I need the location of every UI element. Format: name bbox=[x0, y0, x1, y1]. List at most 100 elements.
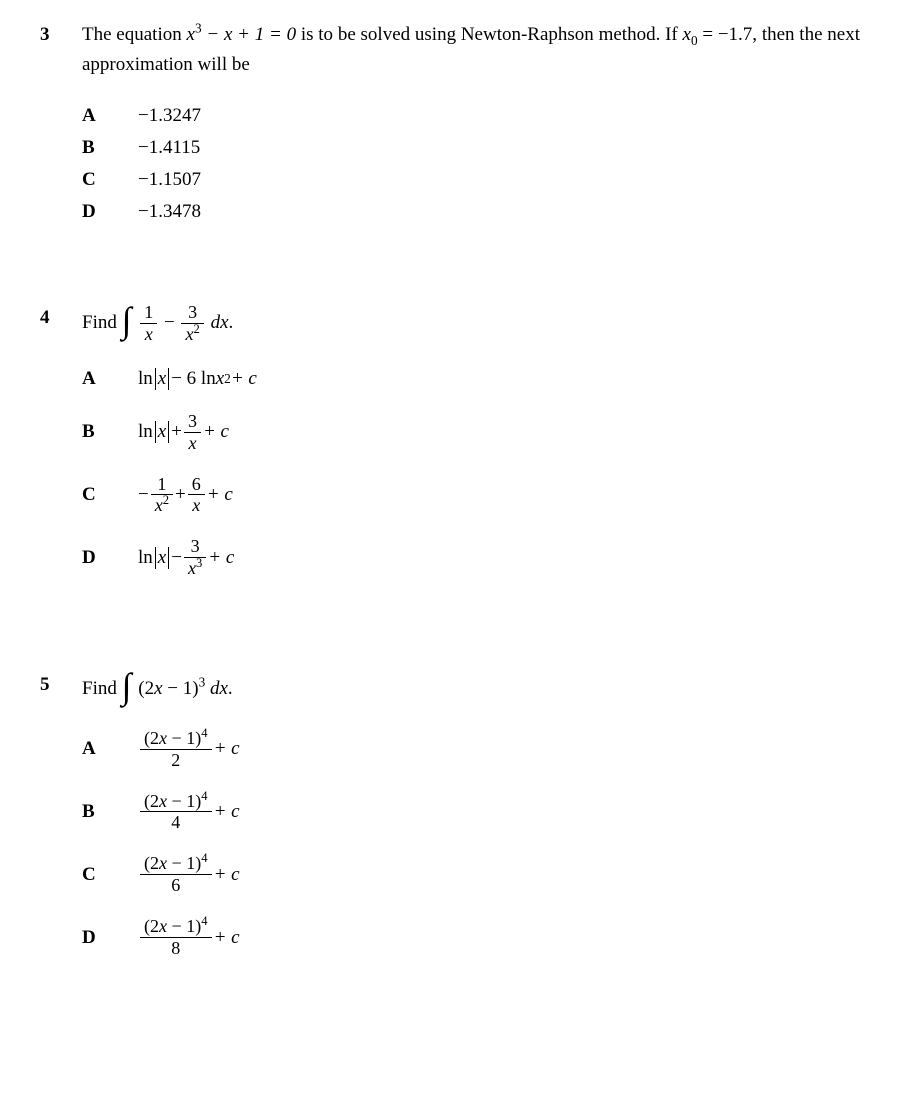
option-a[interactable]: A (2x − 1)4 2 + c bbox=[82, 729, 860, 770]
option-c[interactable]: C − 1 x2 + 6 x + c bbox=[82, 475, 860, 516]
plus: + bbox=[175, 484, 186, 506]
option-value: (2x − 1)4 6 + c bbox=[138, 854, 240, 895]
option-value: − 1 x2 + 6 x + c bbox=[138, 475, 233, 516]
frac-3-over-x: 3 x bbox=[184, 412, 201, 453]
option-d[interactable]: D (2x − 1)4 8 + c bbox=[82, 917, 860, 958]
neg: − bbox=[138, 484, 149, 506]
options: A −1.3247 B −1.4115 C −1.1507 D −1.3478 bbox=[82, 105, 860, 233]
frac-num: 1 bbox=[151, 475, 173, 496]
pow4: 4 bbox=[201, 851, 207, 865]
abs-x: x bbox=[155, 547, 169, 569]
frac-den: x2 bbox=[181, 324, 203, 344]
frac-3-over-x3: 3 x3 bbox=[184, 537, 206, 578]
frac-1-over-x2: 1 x2 bbox=[151, 475, 173, 516]
two: 2 bbox=[150, 791, 159, 811]
question-number: 4 bbox=[40, 303, 82, 329]
option-label: D bbox=[82, 927, 138, 949]
frac-num: 3 bbox=[181, 303, 203, 324]
plus-c: + c bbox=[208, 547, 234, 569]
option-value: lnx − 3 x3 + c bbox=[138, 537, 234, 578]
pow4: 4 bbox=[201, 914, 207, 928]
x0-val: = −1.7, bbox=[698, 24, 757, 45]
minus-one: − 1 bbox=[167, 728, 195, 748]
option-label: C bbox=[82, 864, 138, 886]
frac-2xm1-4-over-6: (2x − 1)4 6 bbox=[140, 854, 212, 895]
x: x bbox=[159, 791, 167, 811]
den-var: x bbox=[185, 324, 193, 344]
options: A lnx − 6 ln x2 + c B lnx + 3 x + c bbox=[82, 368, 860, 601]
option-label: C bbox=[82, 169, 138, 191]
frac-2xm1-4-over-4: (2x − 1)4 4 bbox=[140, 792, 212, 833]
option-label: B bbox=[82, 137, 138, 159]
abs-x: x bbox=[155, 421, 169, 443]
frac-num: 3 bbox=[184, 537, 206, 558]
cube-sup: 3 bbox=[199, 675, 206, 690]
den-var: x bbox=[155, 495, 163, 515]
frac-den: x bbox=[188, 495, 205, 515]
question-body: Find ∫ 1 x − 3 x2 dx. A lnx − 6 bbox=[82, 303, 860, 601]
frac-num: (2x − 1)4 bbox=[140, 792, 212, 813]
frac-den: x bbox=[140, 324, 157, 344]
frac-den: 4 bbox=[140, 812, 212, 832]
option-a[interactable]: A lnx − 6 ln x2 + c bbox=[82, 368, 860, 390]
option-label: B bbox=[82, 421, 138, 443]
plus-c: + c bbox=[231, 368, 257, 390]
x: x bbox=[216, 368, 224, 390]
option-value: −1.3478 bbox=[138, 201, 201, 223]
option-b[interactable]: B −1.4115 bbox=[82, 137, 860, 159]
page: 3 The equation x3 − x + 1 = 0 is to be s… bbox=[0, 0, 900, 1110]
plus-c: + c bbox=[214, 801, 240, 823]
question-number: 5 bbox=[40, 670, 82, 696]
x: x bbox=[159, 916, 167, 936]
ln: ln bbox=[138, 547, 153, 569]
abs-x: x bbox=[155, 368, 169, 390]
option-c[interactable]: C (2x − 1)4 6 + c bbox=[82, 854, 860, 895]
frac-num: (2x − 1)4 bbox=[140, 729, 212, 750]
options: A (2x − 1)4 2 + c B (2x − 1)4 bbox=[82, 729, 860, 981]
frac-3-over-x2: 3 x2 bbox=[181, 303, 203, 344]
stem-text: The equation bbox=[82, 24, 187, 45]
frac-num: 1 bbox=[140, 303, 157, 324]
dx: dx bbox=[211, 312, 229, 333]
option-b[interactable]: B (2x − 1)4 4 + c bbox=[82, 792, 860, 833]
minus-one: − 1 bbox=[167, 916, 195, 936]
dx: dx bbox=[210, 678, 228, 699]
option-label: A bbox=[82, 738, 138, 760]
option-label: D bbox=[82, 547, 138, 569]
option-d[interactable]: D −1.3478 bbox=[82, 201, 860, 223]
option-value: (2x − 1)4 2 + c bbox=[138, 729, 240, 770]
option-value: −1.1507 bbox=[138, 169, 201, 191]
mid: − 6 ln bbox=[171, 368, 216, 390]
question-number: 3 bbox=[40, 20, 82, 46]
option-value: (2x − 1)4 4 + c bbox=[138, 792, 240, 833]
question-4: 4 Find ∫ 1 x − 3 x2 dx. A bbox=[40, 303, 860, 601]
frac-den: x3 bbox=[184, 558, 206, 578]
integral-icon: ∫ bbox=[122, 308, 132, 333]
plus-c: + c bbox=[214, 738, 240, 760]
two: 2 bbox=[150, 853, 159, 873]
option-a[interactable]: A −1.3247 bbox=[82, 105, 860, 127]
x: x bbox=[159, 728, 167, 748]
den-sup: 3 bbox=[196, 556, 202, 570]
frac-2xm1-4-over-8: (2x − 1)4 8 bbox=[140, 917, 212, 958]
option-value: lnx + 3 x + c bbox=[138, 412, 229, 453]
integral-icon: ∫ bbox=[122, 674, 132, 699]
stem-mid: is to be solved using Newton-Raphson met… bbox=[296, 24, 682, 45]
option-label: A bbox=[82, 105, 138, 127]
frac-num: 3 bbox=[184, 412, 201, 433]
frac-2xm1-4-over-2: (2x − 1)4 2 bbox=[140, 729, 212, 770]
minus-sign: − bbox=[164, 312, 179, 333]
frac-den: 6 bbox=[140, 875, 212, 895]
option-c[interactable]: C −1.1507 bbox=[82, 169, 860, 191]
option-d[interactable]: D lnx − 3 x3 + c bbox=[82, 537, 860, 578]
pow4: 4 bbox=[201, 789, 207, 803]
eq-rest: − x + 1 = 0 bbox=[202, 24, 296, 45]
period: . bbox=[229, 312, 234, 333]
two: 2 bbox=[145, 678, 155, 699]
plus-c: + c bbox=[203, 421, 229, 443]
minus-one: − 1 bbox=[167, 853, 195, 873]
plus-c: + c bbox=[214, 927, 240, 949]
option-b[interactable]: B lnx + 3 x + c bbox=[82, 412, 860, 453]
frac-den: x2 bbox=[151, 495, 173, 515]
option-value: −1.4115 bbox=[138, 137, 200, 159]
